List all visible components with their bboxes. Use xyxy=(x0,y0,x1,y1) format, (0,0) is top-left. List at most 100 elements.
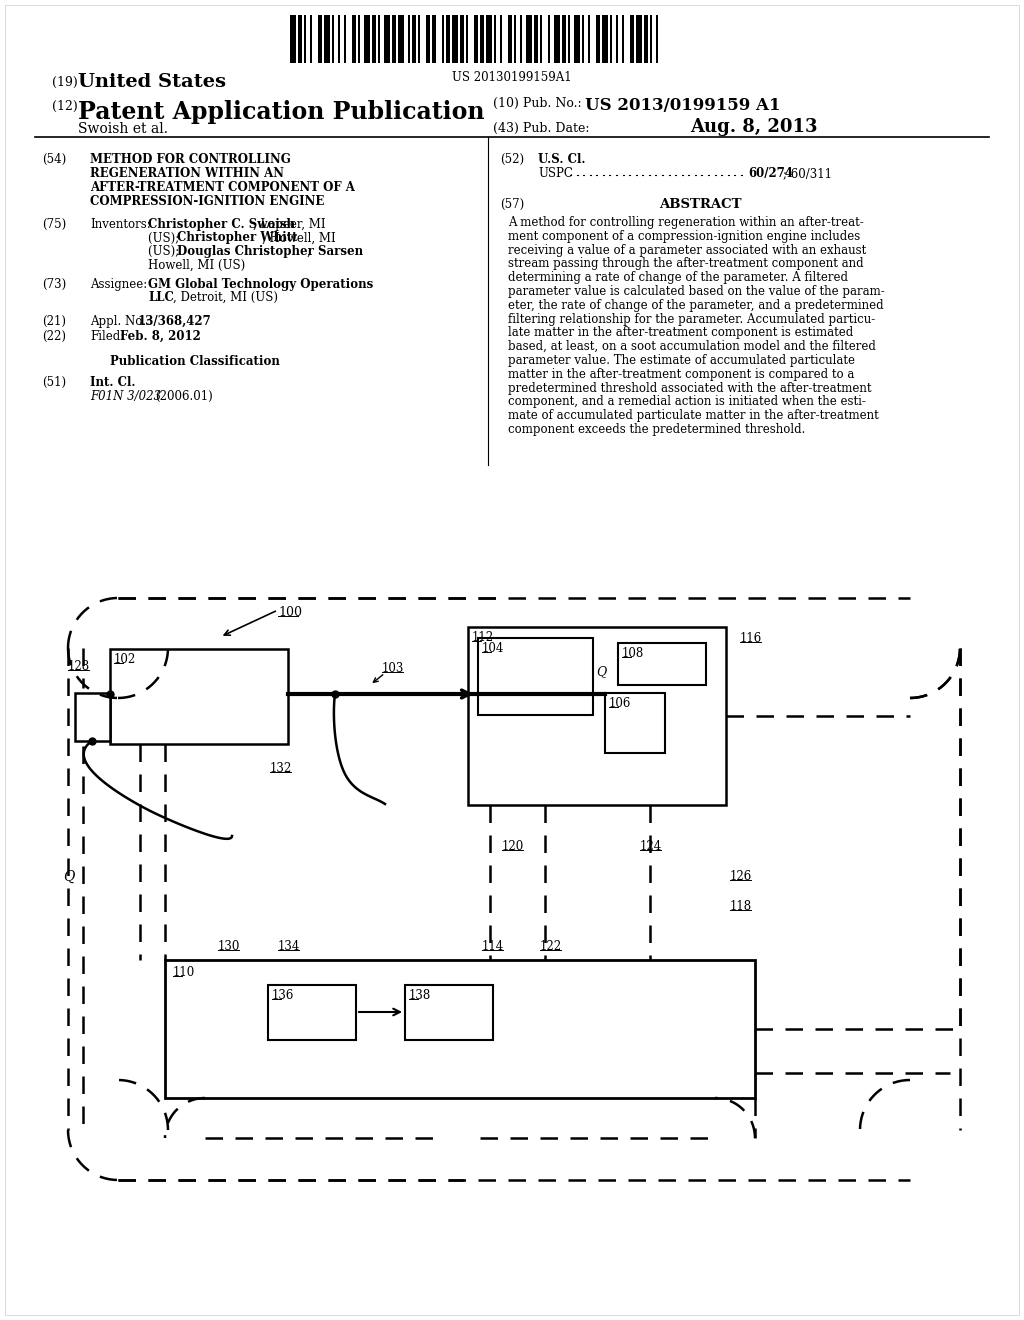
Bar xyxy=(540,15,542,63)
Bar xyxy=(298,15,302,63)
Text: based, at least, on a soot accumulation model and the filtered: based, at least, on a soot accumulation … xyxy=(508,341,876,354)
Text: Patent Application Publication: Patent Application Publication xyxy=(78,100,484,124)
Text: Assignee:: Assignee: xyxy=(90,279,147,290)
Bar xyxy=(548,15,550,63)
Text: AFTER-TREATMENT COMPONENT OF A: AFTER-TREATMENT COMPONENT OF A xyxy=(90,181,355,194)
Text: Christopher C. Swoish: Christopher C. Swoish xyxy=(148,218,295,231)
Bar xyxy=(644,15,648,63)
Bar xyxy=(466,15,468,63)
Text: ment component of a compression-ignition engine includes: ment component of a compression-ignition… xyxy=(508,230,860,243)
Text: 128: 128 xyxy=(68,660,90,673)
Bar xyxy=(500,15,502,63)
Text: Q: Q xyxy=(63,870,75,884)
Text: 108: 108 xyxy=(622,647,644,660)
Text: U.S. Cl.: U.S. Cl. xyxy=(538,153,586,166)
Text: 136: 136 xyxy=(272,989,294,1002)
Bar xyxy=(426,15,430,63)
Bar xyxy=(378,15,380,63)
Text: 60/274: 60/274 xyxy=(748,168,793,180)
Text: (52): (52) xyxy=(500,153,524,166)
Text: Q: Q xyxy=(596,665,606,678)
Bar xyxy=(636,15,642,63)
Text: (US);: (US); xyxy=(148,246,183,257)
Bar xyxy=(554,15,560,63)
Bar xyxy=(480,15,484,63)
Bar xyxy=(520,15,522,63)
Text: , Detroit, MI (US): , Detroit, MI (US) xyxy=(173,290,278,304)
Text: ; 60/311: ; 60/311 xyxy=(783,168,831,180)
Bar xyxy=(616,15,618,63)
Text: (73): (73) xyxy=(42,279,67,290)
Text: (54): (54) xyxy=(42,153,67,166)
Text: (57): (57) xyxy=(500,198,524,211)
Text: Howell, MI (US): Howell, MI (US) xyxy=(148,259,246,272)
Text: parameter value is calculated based on the value of the param-: parameter value is calculated based on t… xyxy=(508,285,885,298)
Bar xyxy=(630,15,634,63)
Text: US 2013/0199159 A1: US 2013/0199159 A1 xyxy=(585,96,780,114)
Bar xyxy=(406,985,493,1040)
Bar xyxy=(352,15,356,63)
Text: 138: 138 xyxy=(409,989,431,1002)
Bar xyxy=(656,15,658,63)
Text: 134: 134 xyxy=(278,940,300,953)
Text: United States: United States xyxy=(78,73,226,91)
Bar xyxy=(110,649,288,744)
Bar xyxy=(618,643,706,685)
Bar xyxy=(432,15,436,63)
Text: determining a rate of change of the parameter. A filtered: determining a rate of change of the para… xyxy=(508,271,848,284)
Text: , Lapeer, MI: , Lapeer, MI xyxy=(253,218,326,231)
Text: F01N 3/023: F01N 3/023 xyxy=(90,389,161,403)
Text: 100: 100 xyxy=(278,606,302,619)
Text: 114: 114 xyxy=(482,940,504,953)
Bar xyxy=(318,15,322,63)
Text: COMPRESSION-IGNITION ENGINE: COMPRESSION-IGNITION ENGINE xyxy=(90,195,325,209)
Text: LLC: LLC xyxy=(148,290,174,304)
Bar xyxy=(412,15,416,63)
Text: 116: 116 xyxy=(740,632,762,645)
Bar xyxy=(310,15,312,63)
Bar xyxy=(344,15,346,63)
Text: filtering relationship for the parameter. Accumulated particu-: filtering relationship for the parameter… xyxy=(508,313,876,326)
Text: Publication Classification: Publication Classification xyxy=(110,355,280,368)
Text: 122: 122 xyxy=(540,940,562,953)
Bar xyxy=(384,15,390,63)
Text: Douglas Christopher Sarsen: Douglas Christopher Sarsen xyxy=(177,246,362,257)
Text: (US);: (US); xyxy=(148,231,183,244)
Bar xyxy=(562,15,566,63)
Bar xyxy=(508,15,512,63)
Text: (43) Pub. Date:: (43) Pub. Date: xyxy=(493,121,590,135)
Text: 118: 118 xyxy=(730,900,752,913)
Text: (75): (75) xyxy=(42,218,67,231)
Bar xyxy=(568,15,570,63)
Bar xyxy=(474,15,478,63)
Text: 102: 102 xyxy=(114,653,136,667)
Bar xyxy=(418,15,420,63)
Text: 130: 130 xyxy=(218,940,241,953)
Bar xyxy=(605,693,665,752)
Bar xyxy=(514,15,516,63)
Bar xyxy=(268,985,356,1040)
Text: 120: 120 xyxy=(502,840,524,853)
Bar xyxy=(574,15,580,63)
Text: 106: 106 xyxy=(609,697,632,710)
Bar xyxy=(452,15,458,63)
Text: REGENERATION WITHIN AN: REGENERATION WITHIN AN xyxy=(90,168,284,180)
Bar xyxy=(290,15,296,63)
Bar xyxy=(486,15,492,63)
Bar xyxy=(304,15,306,63)
Text: stream passing through the after-treatment component and: stream passing through the after-treatme… xyxy=(508,257,863,271)
Bar xyxy=(650,15,652,63)
Bar xyxy=(610,15,612,63)
Text: Feb. 8, 2012: Feb. 8, 2012 xyxy=(120,330,201,343)
Text: 126: 126 xyxy=(730,870,753,883)
Text: mate of accumulated particulate matter in the after-treatment: mate of accumulated particulate matter i… xyxy=(508,409,879,422)
Text: METHOD FOR CONTROLLING: METHOD FOR CONTROLLING xyxy=(90,153,291,166)
Bar xyxy=(338,15,340,63)
Bar xyxy=(165,960,755,1098)
Text: Inventors:: Inventors: xyxy=(90,218,151,231)
Bar xyxy=(596,15,600,63)
Bar xyxy=(602,15,608,63)
Bar xyxy=(478,638,593,715)
Text: eter, the rate of change of the parameter, and a predetermined: eter, the rate of change of the paramete… xyxy=(508,298,884,312)
Text: (10) Pub. No.:: (10) Pub. No.: xyxy=(493,96,582,110)
